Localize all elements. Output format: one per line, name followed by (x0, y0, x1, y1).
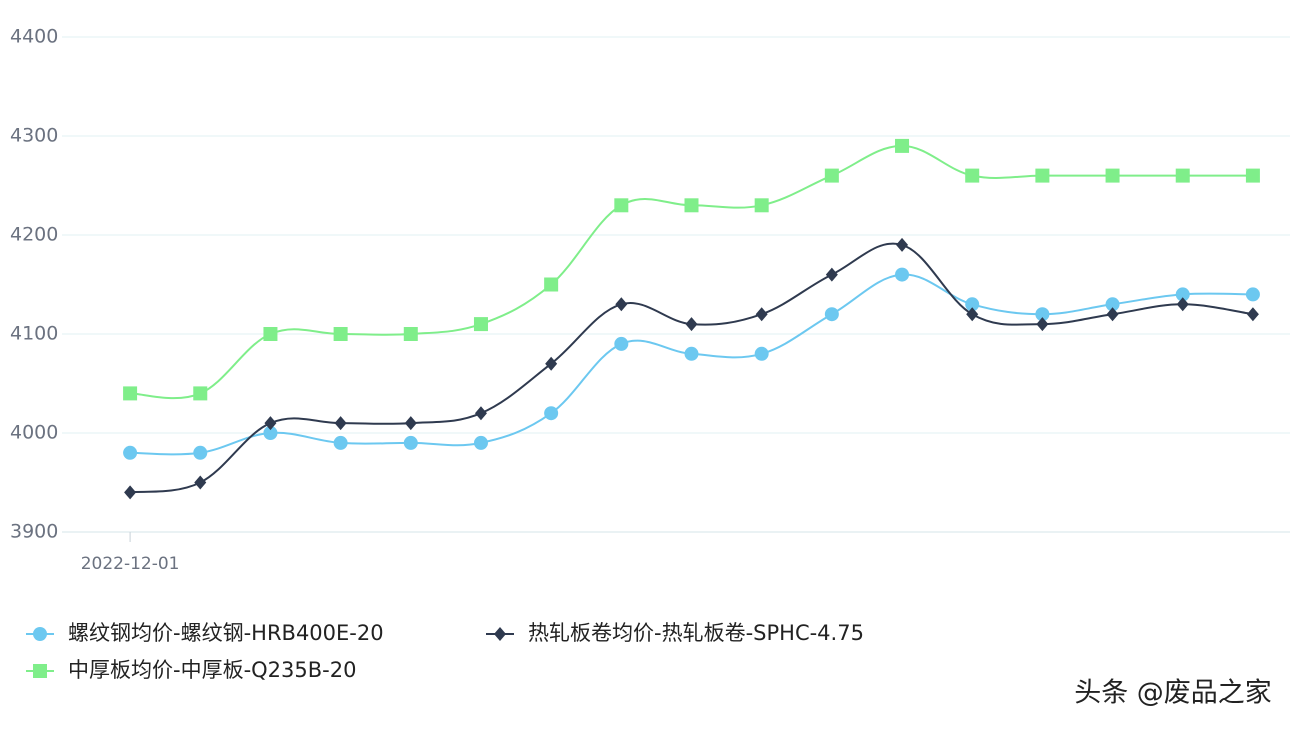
data-point (123, 386, 138, 401)
legend-marker (494, 627, 506, 641)
data-point (333, 435, 348, 450)
y-tick-label: 3900 (10, 521, 58, 543)
data-point (684, 346, 699, 361)
data-point (754, 198, 769, 213)
data-point (403, 327, 418, 341)
data-point (334, 416, 347, 431)
data-point (1246, 307, 1259, 322)
data-point (473, 317, 488, 332)
data-point (333, 327, 348, 341)
y-tick-label: 4000 (10, 422, 58, 444)
data-point (1176, 297, 1189, 312)
data-point (545, 356, 558, 371)
data-point (193, 445, 208, 460)
data-point (614, 336, 629, 351)
data-point (544, 406, 559, 421)
data-point (684, 198, 699, 213)
data-point (896, 237, 909, 252)
data-point (1245, 287, 1260, 302)
data-point (824, 168, 839, 183)
data-point (1106, 307, 1119, 322)
data-point (1035, 307, 1050, 322)
data-point (403, 435, 418, 450)
legend-marker (33, 664, 47, 678)
data-point (895, 138, 910, 153)
legend-label: 热轧板卷均价-热轧板卷-SPHC-4.75 (528, 621, 864, 645)
data-point (473, 435, 488, 450)
data-point (615, 297, 628, 312)
legend-label: 螺纹钢均价-螺纹钢-HRB400E-20 (68, 621, 384, 645)
data-point (824, 307, 839, 322)
data-point (544, 277, 559, 292)
data-point (193, 386, 208, 401)
data-point (1175, 287, 1190, 302)
data-point (123, 445, 138, 460)
data-point (1245, 168, 1260, 183)
data-point (1175, 168, 1190, 183)
x-tick-label: 2022-12-01 (81, 554, 180, 574)
data-point (965, 297, 980, 312)
data-point (264, 416, 277, 431)
data-point (614, 198, 629, 213)
data-point (1105, 297, 1120, 312)
y-tick-label: 4300 (10, 125, 58, 147)
legend-marker (33, 627, 47, 641)
data-point (755, 307, 768, 322)
data-point (966, 307, 979, 322)
y-tick-label: 4100 (10, 323, 58, 345)
y-tick-label: 4400 (10, 26, 58, 48)
data-point (404, 416, 417, 431)
data-point (965, 168, 980, 183)
data-point (1035, 168, 1050, 183)
data-point (1036, 317, 1049, 332)
watermark: 头条 @废品之家 (1074, 678, 1272, 709)
data-point (474, 406, 487, 421)
data-point (124, 485, 137, 500)
legend-label: 中厚板均价-中厚板-Q235B-20 (68, 658, 356, 682)
data-point (685, 317, 698, 332)
data-point (825, 267, 838, 282)
data-point (754, 346, 769, 361)
data-point (895, 267, 910, 282)
y-tick-label: 4200 (10, 224, 58, 246)
data-point (1105, 168, 1120, 183)
data-point (194, 475, 207, 490)
data-point (263, 327, 278, 341)
data-point (263, 426, 278, 440)
